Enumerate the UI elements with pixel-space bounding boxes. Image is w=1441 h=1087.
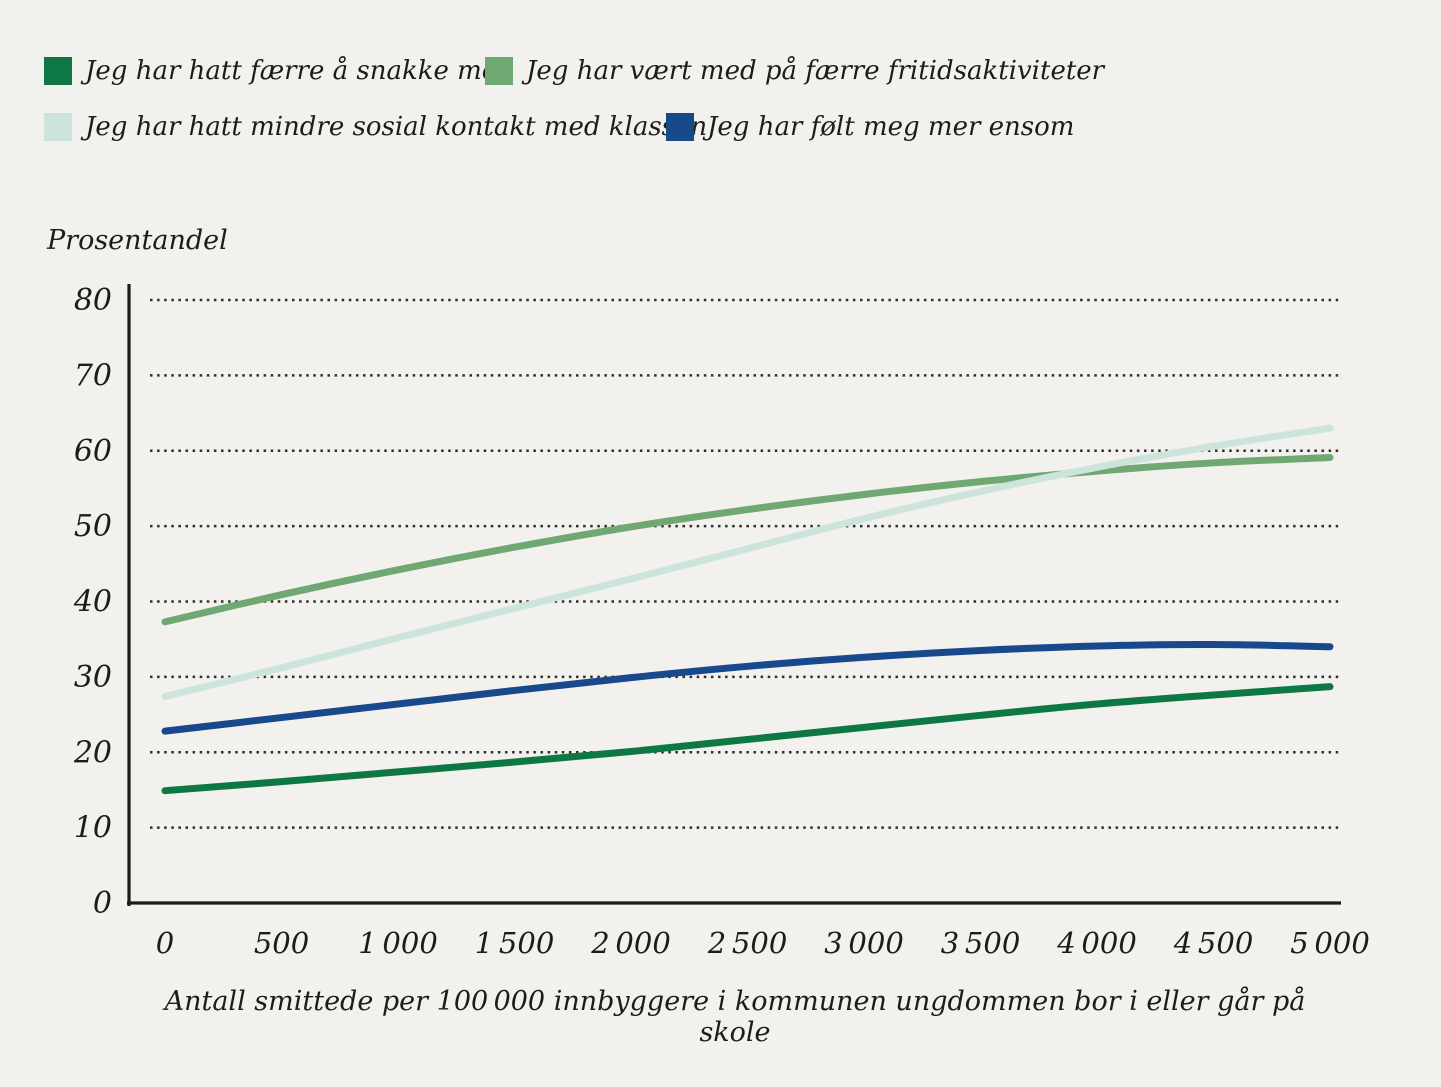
- y-tick-label: 70: [74, 358, 112, 393]
- y-tick-label: 40: [73, 585, 112, 620]
- y-tick-label: 20: [73, 735, 112, 770]
- y-tick-label: 50: [74, 509, 112, 544]
- y-tick-label: 30: [74, 660, 112, 695]
- legend-swatch-snakke: [44, 57, 72, 85]
- series-line-2: [161, 424, 1334, 700]
- legend-label-ensom: Jeg har følt meg mer ensom: [707, 112, 1075, 142]
- legend-label-klassen: Jeg har hatt mindre sosial kontakt med k…: [85, 112, 708, 142]
- legend-item-fritidsaktiviteter: Jeg har vært med på færre fritidsaktivit…: [485, 57, 1104, 85]
- y-tick-label: 10: [74, 811, 112, 846]
- x-tick-label: 2 500: [707, 926, 788, 960]
- legend-label-snakke: Jeg har hatt færre å snakke med: [85, 56, 514, 86]
- x-tick-label: 500: [254, 926, 309, 960]
- x-tick-label: 5 000: [1290, 926, 1370, 960]
- x-tick-label: 3 500: [941, 926, 1021, 960]
- x-axis-title: Antall smittede per 100 000 innbyggere i…: [164, 986, 1306, 1048]
- legend-item-klassen: Jeg har hatt mindre sosial kontakt med k…: [44, 113, 707, 141]
- series-line-3: [161, 640, 1334, 735]
- y-tick-label: 80: [74, 283, 112, 318]
- legend-swatch-ensom: [666, 113, 694, 141]
- series-line-1: [161, 454, 1334, 626]
- x-tick-label: 3 000: [824, 926, 904, 960]
- legend-swatch-fritidsaktiviteter: [485, 57, 513, 85]
- y-tick-label: 0: [93, 886, 112, 921]
- legend-item-ensom: Jeg har følt meg mer ensom: [666, 113, 1074, 141]
- x-tick-label: 0: [156, 926, 174, 960]
- legend-swatch-klassen: [44, 113, 72, 141]
- x-tick-label: 4 500: [1173, 926, 1254, 960]
- x-tick-label: 1 000: [358, 926, 438, 960]
- legend-label-fritidsaktiviteter: Jeg har vært med på færre fritidsaktivit…: [526, 56, 1105, 86]
- y-tick-label: 60: [74, 434, 112, 469]
- legend-item-snakke: Jeg har hatt færre å snakke med: [44, 57, 514, 85]
- y-axis-title: Prosentandel: [47, 225, 228, 256]
- x-tick-label: 2 000: [590, 926, 671, 960]
- x-tick-label: 4 000: [1056, 926, 1137, 960]
- x-tick-label: 1 500: [475, 926, 555, 960]
- series-line-0: [161, 683, 1334, 795]
